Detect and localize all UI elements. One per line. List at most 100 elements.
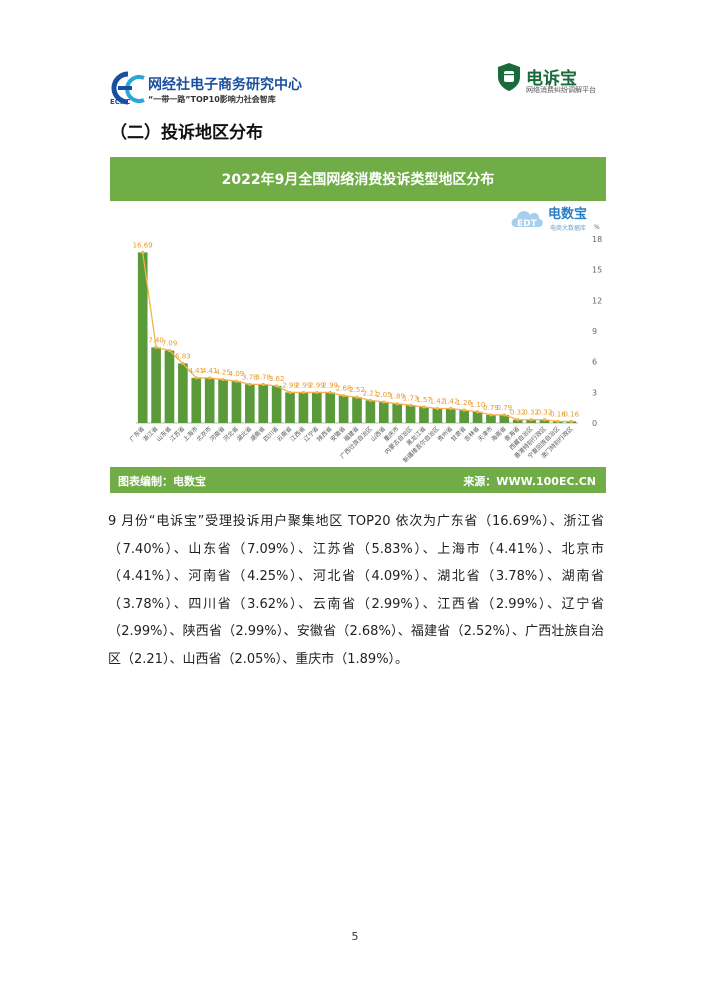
data-label: 0.32 (510, 409, 526, 417)
bar (204, 377, 215, 423)
trend-point (221, 377, 225, 382)
bar (164, 350, 175, 423)
bar (352, 397, 362, 423)
chart-plot: 0369121518%16.697.407.095.834.414.414.25… (128, 224, 602, 464)
bar (298, 392, 309, 423)
trend-point (502, 413, 506, 417)
trend-point (301, 390, 306, 395)
data-label: 0.16 (550, 410, 566, 418)
y-tick-label: 9 (592, 327, 597, 336)
y-tick-label: 3 (592, 388, 597, 397)
watermark-sub: 电商大数据库 (550, 224, 586, 232)
data-label: 1.42 (443, 397, 459, 405)
trend-point (422, 405, 426, 409)
bar (151, 347, 161, 423)
bar (499, 414, 510, 423)
bar (512, 419, 523, 423)
data-label: 1.57 (416, 396, 432, 404)
trend-point (315, 390, 319, 395)
chart-footer-band: 图表编制：电数宝 来源：WWW.100EC.CN (110, 467, 606, 493)
trend-point (288, 390, 292, 395)
trend-point (355, 395, 359, 399)
bar (231, 381, 242, 423)
trend-point (194, 376, 198, 380)
trend-point (342, 394, 346, 398)
bar (392, 403, 403, 423)
ecrc-logo-icon (111, 71, 145, 105)
bar (218, 379, 228, 423)
trend-point (556, 419, 560, 423)
watermark-name: 电数宝 (548, 206, 587, 222)
platform-name: 电诉宝 (526, 69, 577, 89)
trend-point (435, 406, 439, 411)
bar (445, 408, 456, 423)
data-label: 16.69 (133, 241, 153, 249)
trend-point (542, 418, 547, 422)
cloud-logo-icon: EDT 电数宝 电商大数据库 (511, 206, 587, 232)
bar (271, 385, 282, 423)
trend-point (382, 400, 386, 404)
data-label: 4.25 (215, 369, 231, 377)
data-label: 2.05 (376, 391, 392, 399)
chart-source: 来源：WWW.100EC.CN (463, 475, 596, 488)
data-label: 1.73 (403, 394, 419, 402)
bar (405, 405, 416, 423)
trend-point (449, 406, 453, 411)
platform-subtitle: 网络消费纠纷调解平台 (526, 86, 596, 94)
data-label: 4.41 (202, 367, 218, 375)
trend-point (368, 398, 372, 403)
data-label: 2.21 (363, 389, 379, 397)
data-label: 4.09 (229, 370, 245, 378)
data-label: 0.79 (483, 404, 499, 412)
org-abbr: ECRC (110, 98, 131, 106)
chart-compiler: 图表编制：电数宝 (118, 475, 206, 488)
bar (311, 392, 322, 423)
trend-point (395, 402, 399, 406)
trend-point (462, 408, 466, 412)
bar (486, 414, 496, 423)
org-name: 网经社电子商务研究中心 (148, 77, 302, 93)
bar (419, 406, 429, 423)
bar (539, 419, 550, 423)
trend-point (569, 419, 573, 423)
bar (472, 411, 483, 423)
data-label: 1.26 (456, 399, 472, 407)
trend-point (328, 390, 332, 395)
bar (137, 252, 148, 423)
data-label: 2.99 (296, 381, 312, 389)
data-label: 2.99 (309, 381, 325, 389)
y-tick-label: 18 (592, 235, 602, 244)
bar (325, 392, 336, 423)
data-label: 2.52 (349, 386, 365, 394)
svg-text:EDT: EDT (517, 219, 538, 229)
data-label: 3.78 (255, 373, 271, 381)
bar (378, 402, 389, 423)
bar (178, 363, 188, 423)
bar (245, 384, 255, 423)
data-label: 1.89 (389, 393, 405, 401)
trend-point (529, 418, 533, 422)
data-label: 4.41 (188, 367, 204, 375)
data-label: 7.09 (162, 340, 178, 348)
y-tick-label: 6 (592, 358, 597, 367)
region-chart: 2022年9月全国网络消费投诉类型地区分布 0 3 6 9 12 15 18% 16.69 7.… (110, 157, 606, 493)
chart-header-band: 2022年9月全国网络消费投诉类型地区分布 (110, 157, 606, 201)
section-title: （二）投诉地区分布 (110, 123, 263, 143)
data-label: 3.62 (269, 375, 285, 383)
trend-point (408, 403, 413, 407)
bar (258, 384, 269, 423)
y-unit-label: % (594, 224, 600, 231)
trend-point (261, 382, 265, 386)
trend-point (489, 413, 493, 417)
trend-point (275, 384, 279, 388)
y-tick-label: 12 (592, 296, 602, 305)
page-header: ECRC 网经社电子商务研究中心 “一带一路”TOP10影响力社会智库 电诉宝 … (108, 62, 598, 110)
trend-point (181, 361, 185, 366)
data-label: 0.79 (497, 404, 513, 412)
trend-point (234, 379, 239, 383)
page-number: 5 (351, 930, 359, 943)
trend-point (208, 376, 212, 380)
chart-title: 2022年9月全国网络消费投诉类型地区分布 (221, 172, 495, 188)
bar (432, 408, 443, 423)
data-label: 2.99 (282, 381, 298, 389)
